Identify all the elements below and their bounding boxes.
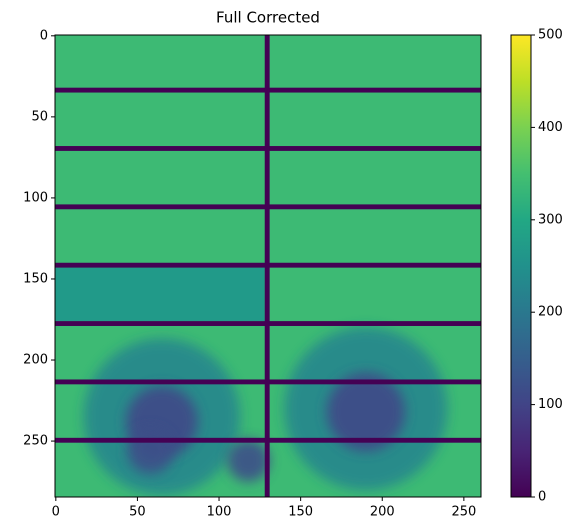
x-tick-label: 0 xyxy=(52,505,60,520)
y-tick-label: 150 xyxy=(23,271,48,286)
chart-title: Full Corrected xyxy=(216,9,320,27)
colorbar xyxy=(511,35,531,497)
col-gap xyxy=(264,35,270,497)
x-tick-label: 200 xyxy=(370,505,395,520)
colorbar-tick-label: 500 xyxy=(538,28,563,43)
colorbar-tick-label: 100 xyxy=(538,397,563,412)
plot-frame xyxy=(54,34,482,498)
y-tick-label: 250 xyxy=(23,434,48,449)
image-blob xyxy=(326,372,406,452)
colorbar-frame xyxy=(510,34,532,498)
x-tick-label: 50 xyxy=(129,505,146,520)
image-blob xyxy=(227,439,270,482)
colorbar-tick-label: 400 xyxy=(538,120,563,135)
y-tick-label: 100 xyxy=(23,190,48,205)
colorbar-tick-label: 0 xyxy=(538,490,546,505)
x-tick-label: 250 xyxy=(451,505,476,520)
colorbar-tick-label: 200 xyxy=(538,305,563,320)
y-tick-label: 200 xyxy=(23,353,48,368)
image-blob xyxy=(127,427,174,474)
x-tick-label: 150 xyxy=(288,505,313,520)
y-tick-label: 0 xyxy=(40,28,48,43)
x-tick-label: 100 xyxy=(207,505,232,520)
y-tick-label: 50 xyxy=(31,109,48,124)
colorbar-tick-label: 300 xyxy=(538,212,563,227)
image-region xyxy=(55,267,265,322)
image xyxy=(55,35,481,497)
